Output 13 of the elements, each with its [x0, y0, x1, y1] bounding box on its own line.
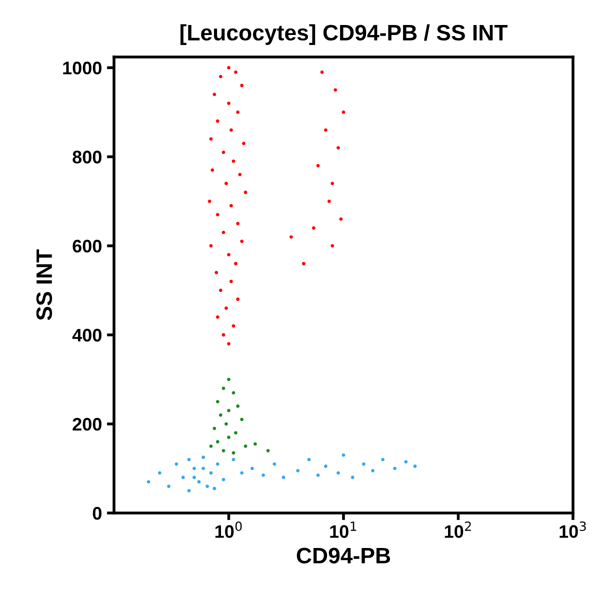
y-tick-label: 0	[92, 506, 102, 520]
chart-title: [Leucocytes] CD94-PB / SS INT	[180, 24, 508, 45]
y-tick-label: 600	[72, 240, 102, 253]
y-tick-label: 1000	[63, 62, 102, 74]
x-tick-label: 10$^{0}$	[215, 521, 242, 538]
x-tick-label: 10$^{2}$	[444, 521, 471, 538]
y-axis-title: SS INT	[36, 249, 52, 320]
x-tick-label: 10$^{3}$	[560, 521, 586, 538]
y-tick-label: 400	[72, 328, 102, 342]
x-tick-label: 10$^{1}$	[330, 522, 356, 538]
y-tick-label: 200	[72, 418, 102, 431]
y-tick-label: 800	[72, 150, 102, 164]
x-axis-title: CD94-PB	[296, 548, 390, 564]
